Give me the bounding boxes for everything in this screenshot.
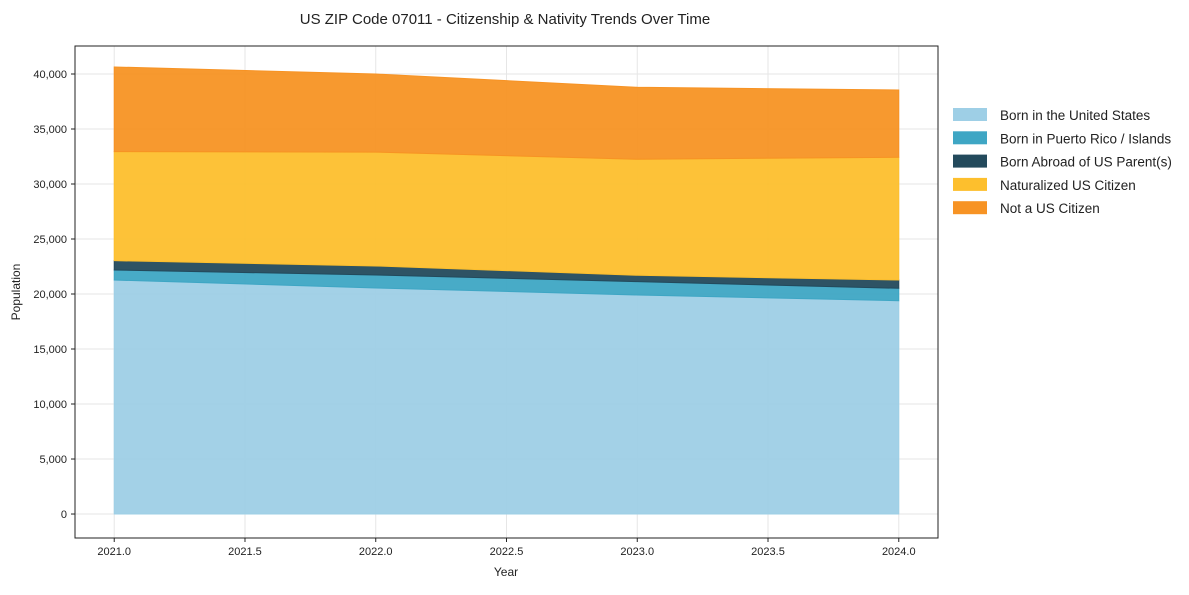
x-tick-label: 2023.0 bbox=[620, 546, 654, 558]
legend-swatch bbox=[953, 177, 987, 191]
x-tick-label: 2022.0 bbox=[359, 546, 393, 558]
y-tick-label: 0 bbox=[61, 509, 67, 521]
x-tick-label: 2024.0 bbox=[882, 546, 916, 558]
y-tick-label: 35,000 bbox=[33, 124, 67, 136]
chart-title: US ZIP Code 07011 - Citizenship & Nativi… bbox=[300, 11, 710, 28]
legend-swatch bbox=[953, 108, 987, 121]
x-tick-label: 2023.5 bbox=[751, 546, 785, 558]
x-tick-label: 2021.5 bbox=[228, 546, 262, 558]
y-axis-label: Population bbox=[9, 264, 23, 321]
legend-label: Born in Puerto Rico / Islands bbox=[1000, 131, 1171, 146]
legend-label: Born in the United States bbox=[1000, 108, 1150, 123]
y-tick-label: 40,000 bbox=[33, 69, 67, 81]
y-tick-label: 10,000 bbox=[33, 399, 67, 411]
legend-swatch bbox=[953, 154, 987, 168]
y-tick-label: 15,000 bbox=[33, 344, 67, 356]
y-tick-label: 25,000 bbox=[33, 234, 67, 246]
legend-swatch bbox=[953, 131, 987, 145]
legend-label: Born Abroad of US Parent(s) bbox=[1000, 155, 1172, 170]
x-tick-label: 2021.0 bbox=[97, 546, 131, 558]
y-tick-label: 5,000 bbox=[39, 454, 67, 466]
legend-label: Naturalized US Citizen bbox=[1000, 178, 1136, 193]
x-tick-label: 2022.5 bbox=[490, 546, 524, 558]
legend-swatch bbox=[953, 201, 987, 215]
x-axis-label: Year bbox=[494, 565, 518, 579]
area-not-a-us-citizen bbox=[113, 66, 900, 160]
legend-label: Not a US Citizen bbox=[1000, 201, 1100, 216]
y-tick-label: 20,000 bbox=[33, 289, 67, 301]
y-tick-label: 30,000 bbox=[33, 179, 67, 191]
area-naturalized-us-citizen bbox=[113, 151, 900, 281]
area-born-in-the-united-states bbox=[113, 279, 900, 515]
legend: Born in the United States Born in Puerto … bbox=[953, 108, 1172, 216]
